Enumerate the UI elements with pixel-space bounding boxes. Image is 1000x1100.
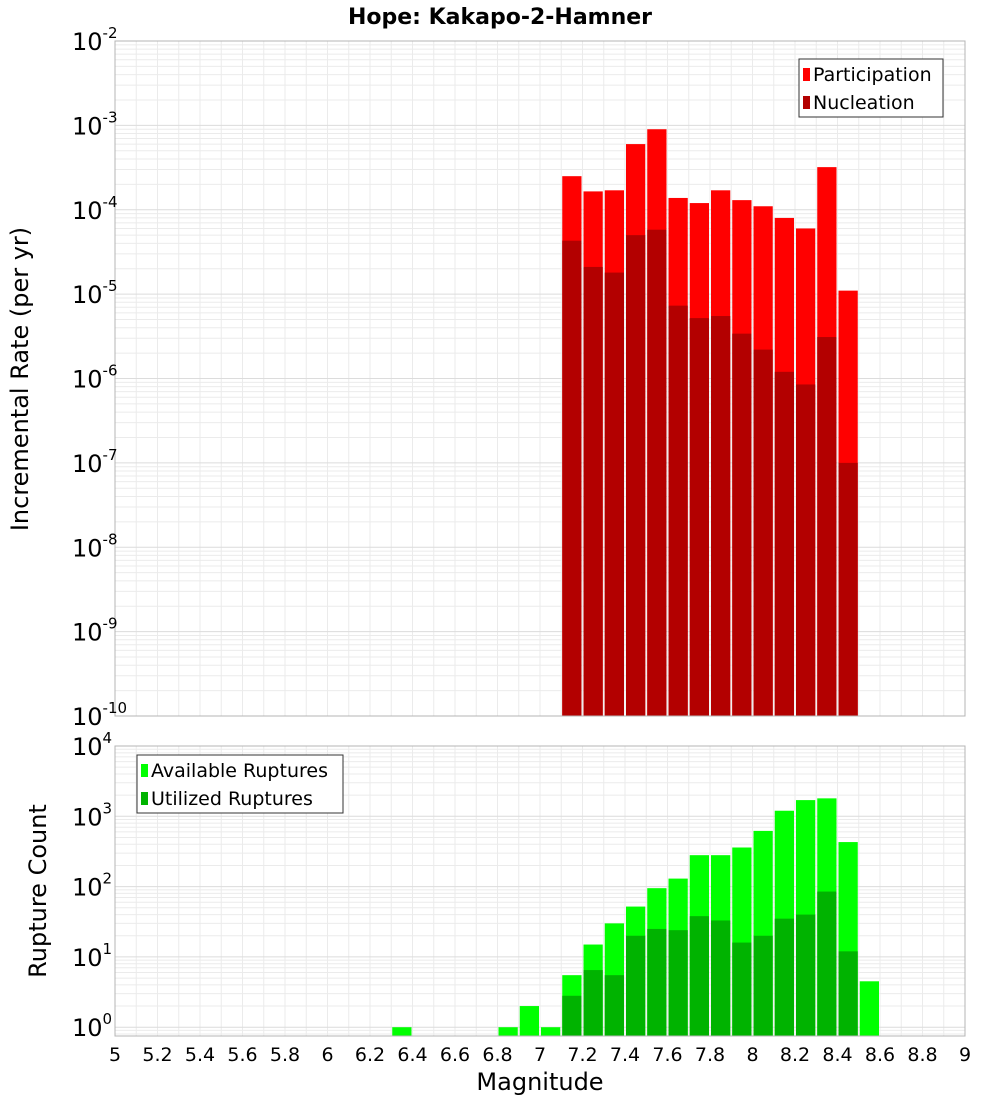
top-y-tick-label: 10-8 — [72, 530, 118, 562]
bottom-bar — [711, 920, 731, 1036]
top-bar — [647, 229, 667, 717]
top-bar — [668, 305, 688, 716]
x-tick-label: 6.2 — [355, 1044, 385, 1066]
top-bar — [562, 240, 582, 717]
bottom-bar — [689, 916, 709, 1036]
bottom-bar — [498, 1027, 518, 1036]
top-bar — [626, 235, 646, 716]
top-legend-swatch — [803, 96, 810, 109]
top-legend-box — [798, 58, 944, 118]
bottom-bar — [732, 942, 752, 1036]
x-tick-label: 7.2 — [567, 1044, 597, 1066]
x-tick-label: 6.6 — [440, 1044, 470, 1066]
top-y-tick-label: 10-7 — [72, 446, 118, 478]
x-tick-label: 8.6 — [865, 1044, 895, 1066]
bottom-legend: Available Ruptures Utilized Ruptures — [136, 754, 344, 814]
bottom-legend-box — [136, 754, 344, 814]
bottom-bar — [774, 918, 794, 1036]
top-bar — [838, 462, 858, 716]
bottom-bar — [604, 975, 624, 1036]
top-y-tick-label: 10-6 — [72, 362, 118, 394]
top-legend-swatch — [803, 68, 810, 81]
x-tick-label: 8 — [746, 1044, 758, 1066]
top-bar — [583, 266, 603, 716]
bottom-bar — [562, 995, 582, 1036]
top-y-axis-label: Incremental Rate (per yr) — [6, 227, 34, 531]
top-legend: Participation Nucleation — [798, 58, 944, 118]
x-tick-label: 6.8 — [482, 1044, 512, 1066]
top-legend-label: Nucleation — [813, 92, 915, 114]
bottom-bar — [626, 935, 646, 1036]
bottom-bar — [519, 1006, 539, 1036]
bottom-bar — [668, 930, 688, 1036]
bottom-bar — [753, 935, 773, 1036]
bottom-legend-label: Utilized Ruptures — [151, 788, 313, 810]
x-tick-label: 7 — [534, 1044, 546, 1066]
bottom-y-tick-label: 100 — [72, 1010, 112, 1042]
bottom-bar — [817, 891, 837, 1036]
x-tick-label: 6.4 — [397, 1044, 427, 1066]
bottom-series-1 — [562, 891, 858, 1036]
top-bar — [753, 349, 773, 716]
x-tick-label: 7.8 — [695, 1044, 725, 1066]
bottom-bar — [859, 981, 879, 1036]
x-tick-label: 5.8 — [270, 1044, 300, 1066]
x-tick-label: 6 — [321, 1044, 333, 1066]
top-bar — [732, 333, 752, 716]
x-tick-label: 5.2 — [142, 1044, 172, 1066]
x-tick-label: 5.6 — [227, 1044, 257, 1066]
top-bar — [817, 337, 837, 716]
top-series-1 — [562, 229, 858, 717]
top-y-tick-label: 10-9 — [72, 615, 118, 647]
bottom-bar — [647, 928, 667, 1036]
x-tick-label: 8.4 — [822, 1044, 852, 1066]
x-tick-label: 7.6 — [652, 1044, 682, 1066]
top-grid — [114, 40, 966, 717]
top-y-tick-label: 10-2 — [72, 24, 118, 56]
top-bar — [711, 316, 731, 716]
top-y-tick-label: 10-3 — [72, 108, 118, 140]
bottom-bar — [796, 914, 816, 1036]
top-bar — [796, 384, 816, 716]
bottom-grid — [114, 745, 966, 1036]
bottom-y-axis-label: Rupture Count — [24, 804, 52, 978]
bottom-bar — [541, 1027, 561, 1036]
top-plot-frame — [114, 40, 966, 717]
x-tick-label: 7.4 — [610, 1044, 640, 1066]
x-tick-label: 8.8 — [907, 1044, 937, 1066]
bottom-legend-swatch — [141, 792, 148, 805]
bottom-legend-label: Available Ruptures — [151, 760, 328, 782]
chart-title: Hope: Kakapo-2-Hamner — [348, 5, 652, 30]
bottom-bar — [583, 970, 603, 1036]
x-tick-label: 9 — [959, 1044, 971, 1066]
top-bar — [604, 272, 624, 716]
x-tick-label: 5 — [109, 1044, 121, 1066]
top-y-tick-label: 10-4 — [72, 193, 118, 225]
x-tick-label: 5.4 — [185, 1044, 215, 1066]
x-axis-label: Magnitude — [476, 1068, 603, 1096]
top-y-tick-label: 10-5 — [72, 277, 118, 309]
top-legend-label: Participation — [813, 64, 932, 86]
bottom-bar — [838, 951, 858, 1036]
bottom-bar — [392, 1027, 412, 1036]
bottom-y-tick-label: 103 — [72, 799, 112, 831]
bottom-legend-swatch — [141, 764, 148, 777]
bottom-y-tick-label: 102 — [72, 870, 112, 902]
x-tick-label: 8.2 — [780, 1044, 810, 1066]
bottom-plot-frame — [114, 745, 966, 1037]
top-y-tick-label: 10-10 — [72, 699, 127, 731]
bottom-y-tick-label: 101 — [72, 940, 112, 972]
top-bar — [689, 318, 709, 716]
bottom-y-tick-label: 104 — [72, 729, 112, 761]
top-bar — [774, 371, 794, 716]
